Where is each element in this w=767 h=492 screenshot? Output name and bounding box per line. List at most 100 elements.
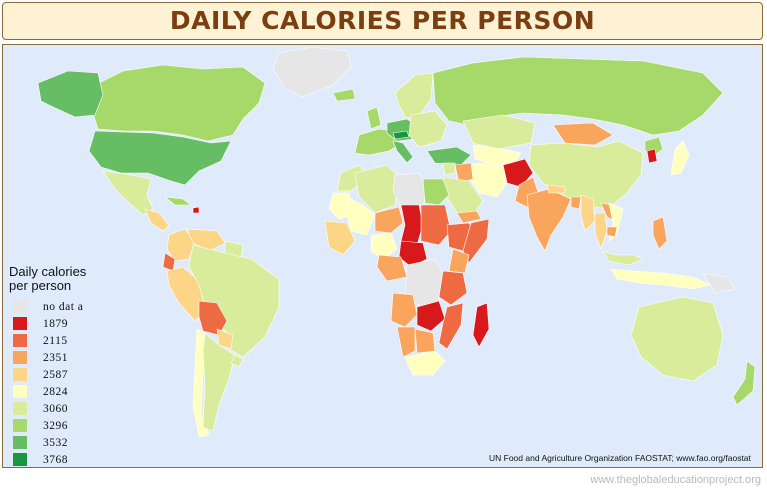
region-kenya: [448, 248, 470, 274]
region-madagascar: [472, 302, 490, 348]
legend-item: 2351: [9, 350, 129, 365]
region-west-africa: [324, 220, 356, 256]
legend-swatch: [13, 436, 27, 449]
region-nepal: [546, 184, 566, 194]
region-china: [528, 140, 644, 210]
region-myanmar: [580, 194, 596, 232]
legend-swatch: [13, 317, 27, 330]
region-south-africa: [404, 350, 446, 376]
legend-label: 2824: [43, 385, 68, 398]
legend-label: 2115: [43, 334, 68, 347]
legend-item: 1879: [9, 316, 129, 331]
region-mozambique: [438, 302, 464, 350]
region-colombia: [166, 228, 196, 262]
legend-item: 3532: [9, 435, 129, 450]
region-zambia: [416, 300, 446, 332]
title-banner: DAILY CALORIES PER PERSON: [2, 2, 763, 40]
region-central-america: [144, 208, 170, 232]
region-cambodia: [606, 226, 618, 238]
source-credit: UN Food and Agriculture Organization FAO…: [489, 453, 751, 463]
region-bangladesh: [570, 196, 582, 210]
page-title: DAILY CALORIES PER PERSON: [169, 6, 596, 35]
region-iraq: [454, 162, 474, 184]
legend: Daily calories per person no dat a 1879 …: [9, 265, 129, 467]
region-mexico: [102, 170, 154, 216]
legend-item: 2587: [9, 367, 129, 382]
region-tanzania: [438, 270, 468, 306]
region-new-zealand: [732, 360, 756, 406]
region-brazil: [188, 244, 280, 358]
region-united-states: [88, 130, 232, 186]
legend-swatch: [13, 368, 27, 381]
region-sudan: [420, 204, 452, 246]
region-angola: [390, 292, 418, 328]
region-canada: [90, 64, 266, 142]
region-philippines: [652, 216, 668, 250]
region-iceland: [332, 88, 356, 102]
region-mali: [346, 196, 376, 236]
region-botswana: [414, 328, 436, 354]
region-cameroon: [376, 254, 408, 282]
region-libya: [392, 172, 428, 208]
region-japan: [670, 140, 690, 176]
region-kazakhstan: [462, 114, 536, 150]
legend-swatch: [13, 453, 27, 466]
legend-label: 1879: [43, 317, 68, 330]
legend-label: no dat a: [43, 300, 84, 313]
world-map: [37, 46, 756, 438]
region-north-korea: [646, 148, 658, 164]
legend-swatch: [13, 385, 27, 398]
legend-swatch: [13, 402, 27, 415]
region-mongolia: [552, 122, 614, 146]
legend-label: 2587: [43, 368, 68, 381]
region-austria: [392, 130, 410, 140]
legend-swatch: [13, 334, 27, 347]
region-uruguay: [230, 354, 244, 368]
region-yemen: [456, 210, 482, 224]
legend-swatch: [13, 300, 27, 313]
region-alaska: [37, 70, 104, 118]
region-malaysia: [602, 250, 644, 266]
region-australia: [630, 296, 724, 382]
legend-swatch: [13, 419, 27, 432]
region-greenland: [272, 46, 352, 98]
region-paraguay: [216, 328, 234, 350]
region-turkey: [426, 146, 472, 166]
region-argentina: [202, 332, 236, 432]
region-syria: [442, 162, 456, 176]
region-scandinavia: [394, 72, 434, 120]
legend-item: 3060: [9, 401, 129, 416]
region-eastern-europe: [408, 110, 448, 148]
region-somalia: [462, 218, 490, 264]
legend-label: 2351: [43, 351, 68, 364]
region-nigeria: [370, 232, 398, 260]
legend-title-line1: Daily calories: [9, 264, 87, 279]
region-india: [526, 188, 572, 252]
region-egypt: [422, 178, 450, 206]
region-niger: [374, 206, 404, 234]
legend-title-line2: per person: [9, 278, 72, 293]
legend-item: 2824: [9, 384, 129, 399]
legend-item: no dat a: [9, 299, 129, 314]
region-venezuela: [186, 228, 226, 252]
region-western-europe: [354, 128, 400, 156]
legend-label: 3532: [43, 436, 68, 449]
legend-label: 3296: [43, 419, 68, 432]
legend-item: 3768: [9, 452, 129, 467]
legend-label: 3060: [43, 402, 68, 415]
region-italy: [392, 140, 414, 164]
map-frame: Daily calories per person no dat a 1879 …: [2, 44, 763, 468]
region-new-guinea: [702, 272, 736, 294]
region-algeria: [354, 164, 400, 214]
legend-label: 3768: [43, 453, 68, 466]
footer-url[interactable]: www.theglobaleducationproject.org: [590, 474, 761, 486]
region-namibia: [396, 326, 416, 358]
legend-item: 2115: [9, 333, 129, 348]
region-thailand: [594, 212, 608, 250]
region-chad: [400, 204, 424, 246]
region-cuba: [164, 196, 192, 206]
legend-title: Daily calories per person: [9, 265, 129, 293]
region-indonesia: [610, 268, 712, 290]
region-haiti: [192, 206, 200, 214]
legend-swatch: [13, 351, 27, 364]
